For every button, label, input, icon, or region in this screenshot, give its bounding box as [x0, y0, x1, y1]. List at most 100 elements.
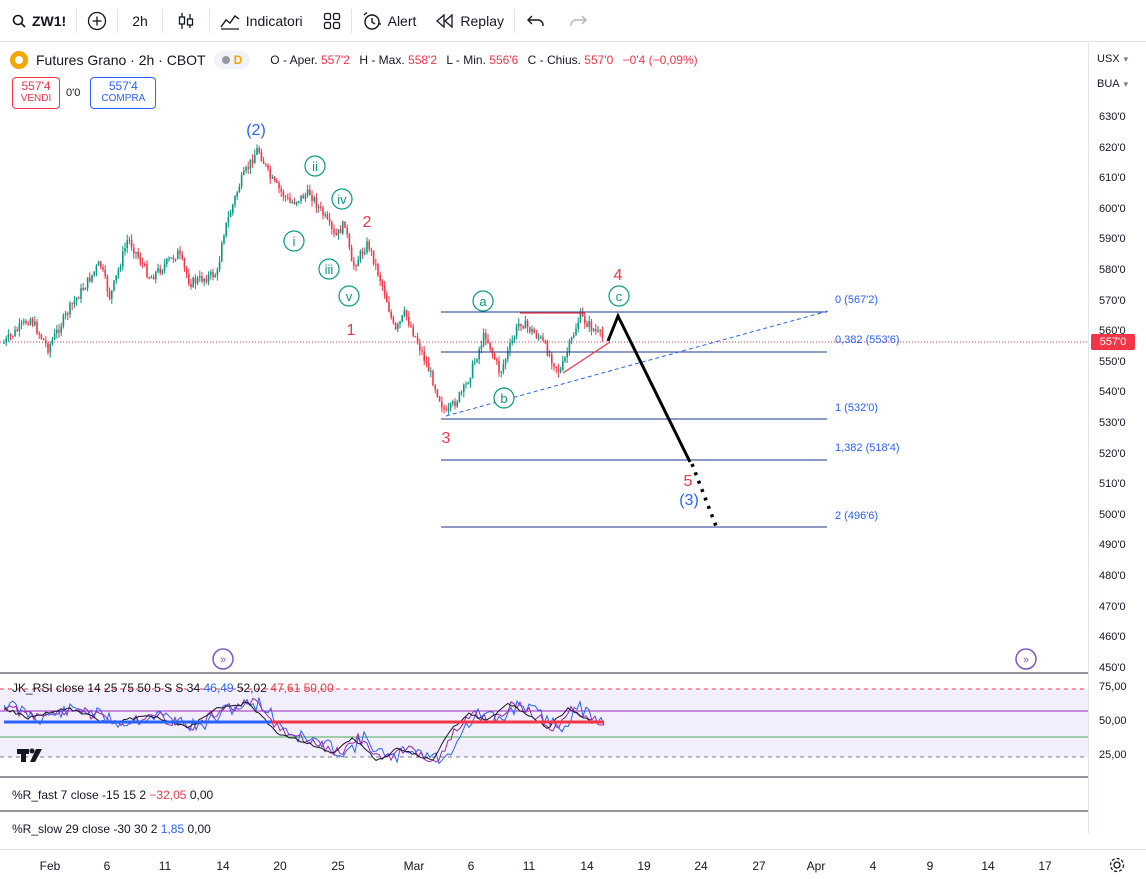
red-support-line[interactable] [562, 341, 611, 374]
candle-body [364, 252, 366, 255]
settings-gear-icon[interactable] [1108, 856, 1126, 874]
undo-button[interactable] [515, 0, 557, 42]
rsi-value-2: 52,02 [236, 681, 267, 695]
candle-body [317, 206, 320, 208]
rsi-tick-25: 25,00 [1099, 749, 1127, 761]
market-status-pill[interactable]: D [213, 51, 251, 69]
candle-body [269, 168, 271, 179]
r-slow-value-1: 1,85 [160, 822, 185, 836]
alert-button[interactable]: Alert [352, 0, 427, 42]
templates-button[interactable] [313, 0, 351, 42]
time-tick: 24 [694, 859, 708, 873]
wave-circle-iv [331, 188, 353, 210]
projection-dotted[interactable] [690, 463, 718, 527]
candle-body [95, 265, 98, 272]
candle-body [181, 254, 183, 259]
grid-icon [323, 12, 341, 30]
candle-body [568, 341, 571, 353]
symbol-title[interactable]: Futures Grano · 2h · CBOT [36, 52, 206, 68]
go-to-date-marker-right[interactable]: » [1015, 648, 1037, 670]
projection-path[interactable] [606, 312, 692, 463]
candle-body [425, 361, 428, 363]
candle-body [267, 164, 269, 169]
wave-label-3-major: (3) [679, 492, 699, 509]
candle-body [445, 409, 447, 411]
time-tick: 20 [273, 859, 287, 873]
wave-label-v: v [346, 289, 353, 304]
candle-body [353, 261, 355, 266]
candle-body [64, 313, 67, 316]
symbol-search-button[interactable]: ZW1! [0, 0, 76, 42]
sell-button[interactable]: 557'4 VENDI [12, 77, 60, 109]
candle-body [166, 258, 168, 265]
green-wave-labels: i ii iii iv v a b c [283, 155, 630, 409]
time-tick: 14 [580, 859, 594, 873]
candle-body [157, 268, 159, 272]
tradingview-logo[interactable] [17, 748, 42, 763]
currency-selector[interactable]: USX ▾ [1097, 53, 1128, 65]
r-slow-pane-title[interactable]: %R_slow 29 close -30 30 2 1,85 0,00 [12, 822, 211, 836]
indicators-button[interactable]: Indicatori [210, 0, 313, 42]
price-tick: 480'0 [1099, 570, 1126, 582]
price-tick: 550'0 [1099, 355, 1126, 368]
rsi-series-line [3, 697, 605, 765]
candle-body [311, 195, 313, 201]
candle-body [223, 235, 225, 244]
candle-body [522, 326, 524, 329]
candle-body [141, 263, 144, 265]
candle-body [60, 326, 62, 333]
candle-body [524, 320, 527, 329]
time-axis[interactable]: Feb 6 11 14 20 25 Mar 6 11 14 19 24 27 Apr 4 9 14 17 [0, 849, 1146, 879]
unit-selector[interactable]: BUA ▾ [1097, 78, 1128, 90]
price-tick: 540'0 [1099, 386, 1126, 399]
candle-body [126, 240, 128, 248]
chart-area[interactable]: 0 (567'2) 0,382 (553'6) 1 (532'0) 1,382 … [0, 43, 1146, 879]
candle-body [97, 261, 100, 266]
wave-label-red-1: 1 [347, 322, 356, 339]
fib-label-0382: 0,382 (553'6) [835, 334, 899, 346]
redo-button[interactable] [557, 0, 599, 42]
candle-body [335, 233, 337, 236]
candle-body [469, 377, 472, 383]
fib-extension[interactable]: 0 (567'2) 0,382 (553'6) 1 (532'0) 1,382 … [441, 294, 899, 528]
candle-body [394, 323, 397, 330]
candle-body [386, 294, 388, 303]
candle-body [485, 332, 487, 340]
rsi-pane[interactable] [0, 688, 1088, 765]
candle-body [416, 336, 419, 344]
indicators-icon [220, 12, 240, 30]
buy-button[interactable]: 557'4 COMPRA [90, 77, 157, 109]
candle-body [575, 328, 577, 336]
price-axis[interactable]: USX ▾ BUA ▾ 630'0 620'0 610'0 600'0 590'0 580'0… [1088, 43, 1146, 833]
candle-body [3, 342, 5, 344]
candle-body [542, 336, 544, 341]
interval-button[interactable]: 2h [118, 0, 162, 42]
candle-body [392, 317, 395, 324]
candle-body [188, 274, 190, 284]
candle-body [419, 343, 421, 351]
candle-body [25, 320, 27, 324]
chart-type-button[interactable] [163, 0, 209, 42]
candle-body [337, 229, 340, 236]
candle-body [346, 227, 348, 235]
price-chart[interactable]: 0 (567'2) 0,382 (553'6) 1 (532'0) 1,382 … [0, 43, 1088, 849]
compare-button[interactable] [77, 0, 117, 42]
candle-body [276, 180, 278, 183]
candle-body [496, 359, 498, 361]
candle-body [100, 261, 102, 268]
go-to-date-marker-left[interactable]: » [212, 648, 234, 670]
wave-label-red-2: 2 [363, 214, 372, 231]
candle-body [212, 271, 214, 278]
candle-body [214, 275, 216, 278]
candle-body [155, 271, 157, 280]
price-tick: 610'0 [1099, 172, 1126, 185]
replay-button[interactable]: Replay [426, 0, 514, 42]
candle-body [29, 319, 32, 325]
r-fast-pane-title[interactable]: %R_fast 7 close -15 15 2 −32,05 0,00 [12, 788, 213, 802]
rsi-pane-title[interactable]: JK_RSI close 14 25 75 50 5 S S 34 46,49 … [12, 681, 334, 695]
candle-body [551, 354, 553, 364]
r-fast-value-2: 0,00 [189, 788, 214, 802]
candle-body [436, 389, 439, 397]
candle-body [586, 323, 588, 327]
candle-body [579, 311, 582, 323]
